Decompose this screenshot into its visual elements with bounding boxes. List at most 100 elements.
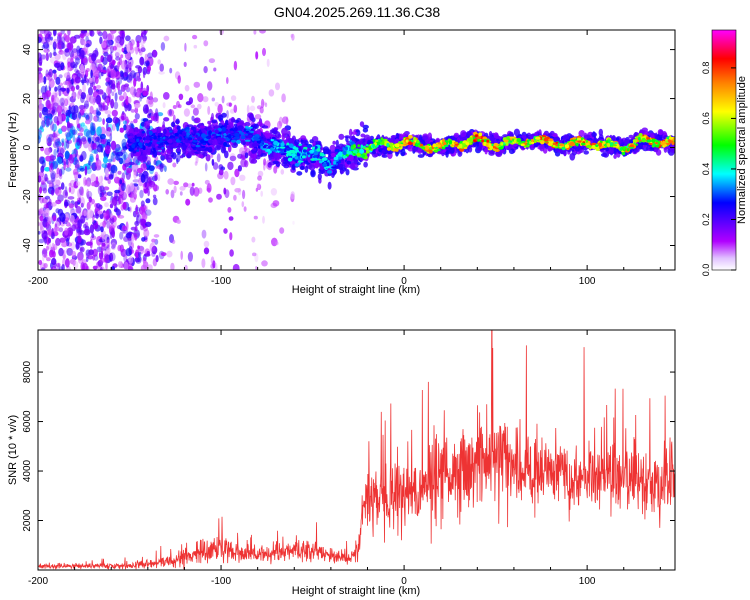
- spectral-noise-blob: [114, 70, 121, 80]
- spectral-noise-blob: [42, 253, 45, 262]
- spectral-noise-blob: [116, 64, 120, 71]
- spectral-noise-blob: [57, 263, 61, 270]
- spectral-noise-blob: [193, 187, 200, 197]
- spectral-noise-blob: [107, 90, 111, 96]
- spectral-noise-blob: [61, 36, 66, 45]
- spectral-noise-blob: [120, 112, 127, 121]
- spectral-noise-blob: [159, 63, 164, 72]
- spectral-noise-blob: [273, 165, 278, 174]
- spectral-noise-blob: [75, 240, 80, 250]
- spectral-noise-blob: [223, 187, 227, 195]
- spectral-band-blob: [253, 147, 257, 152]
- spectral-noise-blob: [97, 63, 103, 72]
- spectral-noise-blob: [64, 150, 70, 160]
- spectral-noise-blob: [176, 219, 181, 224]
- spectral-noise-blob: [111, 109, 118, 117]
- spectral-noise-blob: [76, 136, 81, 147]
- spectral-noise-blob: [80, 63, 85, 73]
- spectral-noise-blob: [138, 251, 142, 257]
- spectral-band-blob: [176, 147, 181, 152]
- spectral-noise-blob: [56, 105, 63, 114]
- spectral-noise-blob: [98, 175, 104, 183]
- spectral-noise-blob: [62, 107, 68, 114]
- spectral-band-blob: [391, 135, 397, 139]
- spectral-noise-blob: [63, 161, 66, 171]
- spectral-noise-blob: [80, 94, 85, 104]
- spectral-noise-blob: [60, 62, 65, 71]
- spectral-noise-blob: [41, 180, 46, 185]
- spectral-noise-blob: [49, 249, 54, 258]
- spectral-noise-blob: [74, 174, 78, 179]
- spectral-noise-blob: [40, 54, 46, 60]
- spectral-noise-blob: [109, 203, 114, 209]
- spectral-noise-blob: [147, 52, 154, 59]
- spectral-band-blob: [335, 139, 339, 148]
- spectral-band-blob: [513, 128, 521, 137]
- spectral-noise-blob: [99, 258, 107, 263]
- spectral-ridge-blob: [141, 130, 146, 134]
- spectral-noise-blob: [184, 84, 190, 92]
- spectral-noise-blob: [285, 116, 289, 126]
- spectral-noise-blob: [38, 171, 45, 178]
- spectral-noise-blob: [118, 95, 124, 101]
- spectral-noise-blob: [110, 79, 116, 87]
- spectral-noise-blob: [135, 46, 139, 55]
- spectral-noise-blob: [102, 56, 108, 66]
- spectral-noise-blob: [66, 139, 70, 149]
- spectral-noise-blob: [228, 102, 232, 107]
- spectral-noise-blob: [158, 71, 165, 75]
- spectral-noise-blob: [133, 169, 137, 176]
- spectral-noise-blob: [123, 189, 128, 199]
- spectral-noise-blob: [47, 216, 52, 226]
- spectral-noise-blob: [251, 236, 256, 243]
- spectral-band-blob: [280, 158, 284, 163]
- spectral-noise-blob: [40, 54, 47, 61]
- spectral-noise-blob: [96, 126, 102, 137]
- spectral-noise-blob: [87, 137, 91, 142]
- spectral-noise-blob: [251, 95, 255, 103]
- spectral-noise-blob: [128, 191, 135, 199]
- spectral-noise-blob: [152, 97, 159, 103]
- spectral-noise-blob: [84, 74, 87, 82]
- spectral-noise-blob: [180, 250, 183, 260]
- spectral-noise-blob: [89, 82, 94, 88]
- spectral-noise-blob: [75, 206, 82, 214]
- spectral-noise-blob: [72, 260, 79, 270]
- spectral-noise-blob: [154, 174, 158, 181]
- spectral-noise-blob: [71, 78, 75, 85]
- spectral-noise-blob: [97, 89, 104, 95]
- spectral-noise-blob: [39, 209, 43, 215]
- spectral-noise-blob: [102, 118, 105, 125]
- spectral-noise-blob: [107, 114, 111, 119]
- spectral-noise-blob: [106, 45, 112, 50]
- spectral-band-blob: [251, 142, 259, 148]
- spectral-noise-blob: [105, 127, 113, 137]
- spectral-noise-blob: [187, 251, 193, 262]
- spectral-noise-blob: [95, 59, 103, 64]
- spectral-noise-blob: [281, 93, 286, 103]
- spectral-noise-blob: [183, 108, 190, 117]
- spectral-noise-blob: [184, 264, 188, 270]
- spectral-noise-blob: [134, 225, 138, 232]
- spectral-noise-blob: [195, 156, 199, 164]
- spectral-noise-blob: [51, 242, 55, 252]
- spectral-noise-blob: [184, 42, 187, 52]
- spectral-band-blob: [176, 125, 181, 130]
- spectral-noise-blob: [213, 67, 217, 72]
- spectral-noise-blob: [46, 137, 52, 147]
- spectral-noise-blob: [113, 219, 117, 228]
- spectral-noise-blob: [66, 87, 70, 94]
- spectral-band-blob: [272, 160, 280, 165]
- spectral-band-blob: [363, 161, 368, 168]
- spectral-noise-blob: [149, 91, 153, 102]
- spectral-noise-blob: [38, 112, 42, 119]
- spectral-noise-blob: [67, 30, 71, 36]
- spectral-noise-blob: [96, 111, 102, 116]
- spectral-noise-blob: [67, 121, 70, 129]
- spectral-noise-blob: [99, 193, 103, 198]
- spectral-noise-blob: [142, 70, 146, 79]
- spectral-band-blob: [460, 130, 467, 138]
- spectral-noise-blob: [114, 52, 120, 58]
- spectral-noise-blob: [129, 61, 132, 72]
- spectral-noise-blob: [56, 147, 60, 153]
